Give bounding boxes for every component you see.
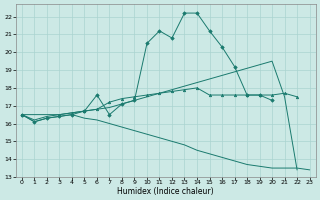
X-axis label: Humidex (Indice chaleur): Humidex (Indice chaleur) [117,187,214,196]
